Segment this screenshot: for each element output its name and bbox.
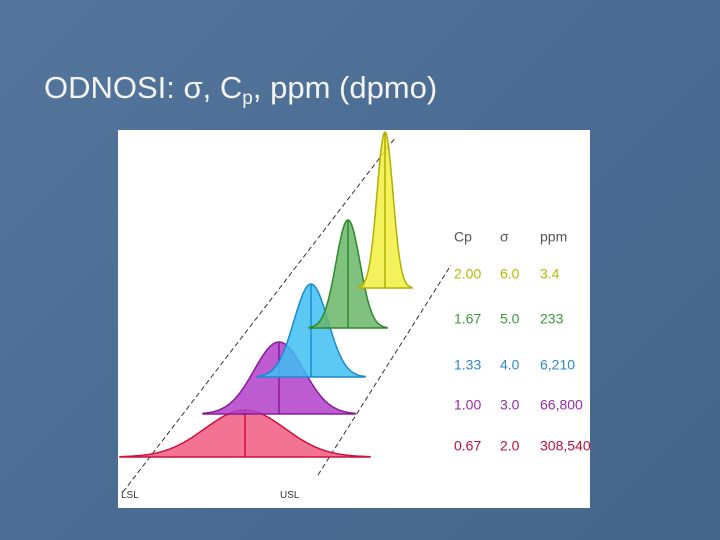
slide-title: ODNOSI: σ, Cp, ppm (dpmo) bbox=[44, 70, 437, 110]
table-cell: 6,210 bbox=[540, 357, 575, 373]
table-cell: 6.0 bbox=[500, 266, 520, 282]
table-header: ppm bbox=[540, 229, 567, 245]
table-header: σ bbox=[500, 229, 509, 245]
title-text: ODNOSI: bbox=[44, 70, 184, 105]
table-cell: 1.00 bbox=[454, 397, 481, 413]
table-cell: 308,540 bbox=[540, 438, 590, 454]
title-text: , C bbox=[202, 70, 243, 105]
table-cell: 233 bbox=[540, 311, 564, 327]
title-subscript: p bbox=[242, 88, 253, 109]
table-cell: 1.33 bbox=[454, 357, 481, 373]
usl-label: USL bbox=[280, 490, 300, 501]
title-sigma: σ bbox=[183, 70, 203, 105]
table-cell: 3.4 bbox=[540, 266, 560, 282]
table-header: Cp bbox=[454, 229, 472, 245]
table-cell: 1.67 bbox=[454, 311, 481, 327]
table-cell: 5.0 bbox=[500, 311, 520, 327]
table-cell: 0.67 bbox=[454, 438, 481, 454]
table-cell: 4.0 bbox=[500, 357, 520, 373]
usl-line bbox=[317, 264, 452, 476]
diagram: LSL USL Cp σ ppm 2.00 6.0 3.4 1.67 5.0 233 1.33 4.… bbox=[118, 130, 590, 508]
lsl-label: LSL bbox=[121, 490, 139, 501]
table-cell: 2.00 bbox=[454, 266, 481, 282]
lsl-line bbox=[122, 137, 396, 493]
table-cell: 3.0 bbox=[500, 397, 520, 413]
table-cell: 66,800 bbox=[540, 397, 583, 413]
table-cell: 2.0 bbox=[500, 438, 520, 454]
table: Cp σ ppm 2.00 6.0 3.4 1.67 5.0 233 1.33 4.0 6,210 1.… bbox=[454, 229, 590, 454]
curves bbox=[119, 130, 413, 458]
title-text: , ppm (dpmo) bbox=[252, 70, 438, 105]
